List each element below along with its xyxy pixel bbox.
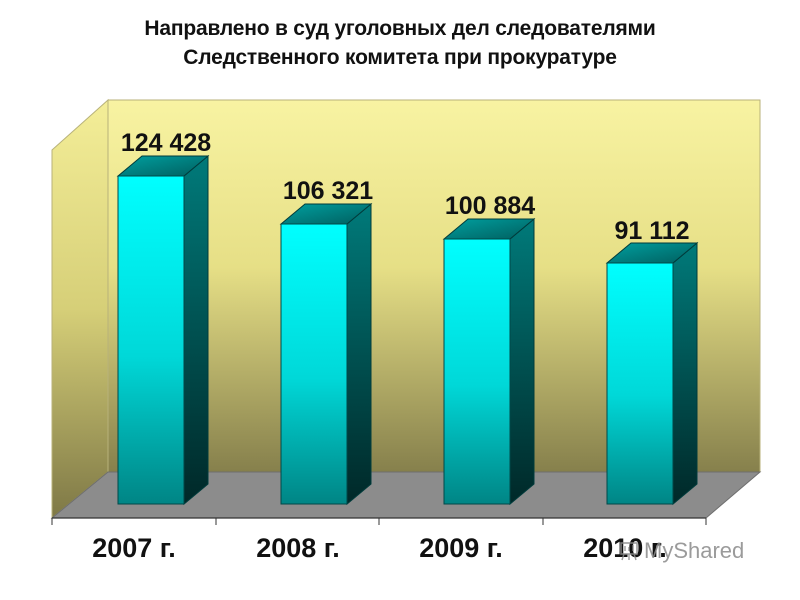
watermark-text: MyShared: [644, 538, 745, 563]
presentation-board-icon: [620, 542, 638, 561]
bar-2007: [116, 154, 210, 506]
chart-title-line1: Направлено в суд уголовных дел следовате…: [144, 17, 656, 40]
bar-2010: [605, 241, 699, 506]
bar-2008: [279, 202, 373, 506]
x-label-2009: 2009 г.: [419, 533, 503, 563]
left-wall: [51, 98, 109, 520]
value-label-2007: 124 428: [121, 129, 211, 157]
value-label-2008: 106 321: [283, 177, 373, 205]
x-label-2008: 2008 г.: [256, 533, 340, 563]
x-label-2007: 2007 г.: [92, 533, 176, 563]
value-label-2009: 100 884: [445, 192, 535, 220]
value-label-2010: 91 112: [614, 217, 689, 245]
bar-2009: [442, 217, 536, 506]
watermark: MyShared: [618, 538, 744, 564]
chart-title: Направлено в суд уголовных дел следовате…: [0, 14, 800, 72]
chart-title-line2: Следственного комитета при прокуратуре: [183, 46, 617, 69]
